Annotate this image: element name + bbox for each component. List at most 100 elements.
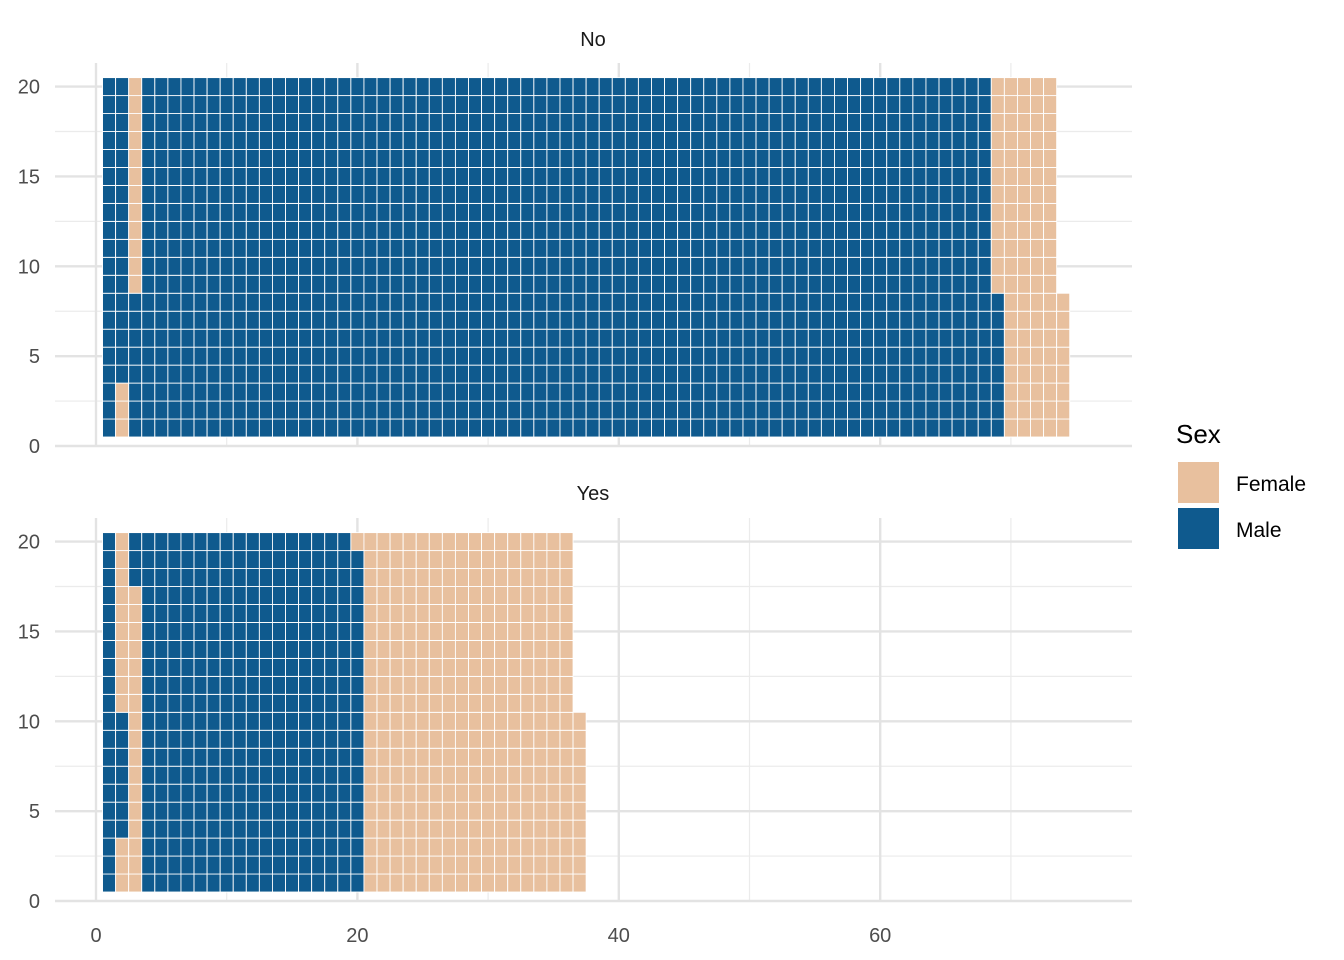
waffle-cell-male: [886, 310, 901, 330]
waffle-cell-male: [389, 292, 404, 312]
waffle-cell-male: [820, 346, 835, 366]
waffle-cell-male: [350, 729, 365, 749]
waffle-cell-male: [468, 346, 483, 366]
waffle-cell-male: [585, 220, 600, 240]
waffle-cell-female: [415, 586, 430, 605]
waffle-cell-male: [193, 873, 208, 893]
waffle-cell-male: [363, 202, 378, 222]
waffle-cell-male: [441, 202, 456, 222]
waffle-cell-male: [415, 364, 430, 384]
waffle-cell-male: [115, 131, 130, 150]
waffle-cell-male: [990, 418, 1005, 438]
waffle-cell-female: [1030, 149, 1045, 168]
waffle-cell-male: [154, 819, 169, 839]
waffle-cell-male: [402, 382, 417, 402]
waffle-cell-male: [807, 382, 822, 402]
waffle-cell-male: [951, 77, 966, 97]
waffle-cell-male: [428, 95, 443, 115]
waffle-cell-male: [298, 675, 313, 695]
waffle-cell-male: [193, 819, 208, 839]
waffle-cell-female: [481, 675, 496, 695]
waffle-cell-male: [768, 364, 783, 384]
waffle-cell-male: [258, 765, 273, 785]
waffle-cell-male: [402, 256, 417, 276]
waffle-cell-male: [546, 400, 561, 420]
waffle-cell-male: [180, 639, 195, 659]
waffle-cell-male: [834, 202, 848, 222]
waffle-cell-male: [102, 364, 117, 384]
waffle-cell-male: [468, 310, 483, 330]
waffle-cell-male: [860, 256, 875, 276]
waffle-cell-male: [533, 202, 548, 222]
waffle-cell-male: [206, 873, 221, 893]
waffle-cell-male: [311, 747, 326, 767]
waffle-cell-female: [441, 604, 456, 623]
waffle-cell-male: [690, 364, 705, 384]
waffle-cell-female: [376, 568, 391, 587]
waffle-cell-male: [180, 77, 195, 97]
waffle-cell-male: [768, 292, 783, 312]
waffle-cell-male: [389, 382, 404, 402]
waffle-cell-male: [807, 418, 822, 438]
waffle-cell-male: [624, 131, 639, 150]
waffle-cell-male: [206, 711, 221, 731]
waffle-cell-male: [520, 310, 535, 330]
waffle-cell-male: [285, 202, 300, 222]
waffle-cell-male: [285, 532, 300, 552]
waffle-cell-male: [337, 765, 352, 785]
waffle-cell-male: [141, 532, 156, 552]
waffle-cell-male: [337, 747, 352, 767]
waffle-cell-female: [533, 532, 548, 552]
waffle-cell-male: [206, 783, 221, 803]
waffle-cell-male: [141, 220, 156, 240]
waffle-cell-male: [232, 292, 247, 312]
waffle-cell-male: [258, 550, 273, 570]
waffle-cell-female: [990, 149, 1005, 168]
waffle-cell-female: [481, 532, 496, 552]
waffle-cell-male: [716, 418, 731, 438]
waffle-cell-male: [481, 238, 496, 258]
waffle-cell-male: [180, 328, 195, 348]
waffle-cell-male: [781, 256, 796, 276]
waffle-cell-female: [415, 693, 430, 713]
waffle-cell-male: [258, 819, 273, 839]
waffle-cell-male: [481, 220, 496, 240]
waffle-cell-female: [1003, 113, 1018, 132]
waffle-cell-male: [324, 256, 339, 276]
waffle-cell-male: [716, 346, 731, 366]
waffle-cell-male: [703, 220, 718, 240]
waffle-cell-male: [807, 328, 822, 348]
waffle-cell-male: [102, 604, 117, 623]
y-tick-label: 0: [29, 891, 40, 913]
waffle-cell-male: [363, 238, 378, 258]
waffle-cell-male: [598, 167, 613, 186]
waffle-cell-female: [441, 657, 456, 677]
waffle-cell-female: [441, 711, 456, 731]
waffle-cell-male: [154, 131, 169, 150]
waffle-cell-female: [1030, 310, 1045, 330]
waffle-cell-male: [912, 113, 927, 132]
waffle-cell-male: [690, 400, 705, 420]
waffle-cell-male: [899, 77, 914, 97]
waffle-cell-male: [298, 256, 313, 276]
waffle-cell-male: [624, 256, 639, 276]
waffle-cell-male: [454, 274, 469, 294]
waffle-cell-male: [651, 113, 665, 132]
waffle-cell-male: [703, 167, 718, 186]
waffle-cell-male: [141, 95, 156, 115]
waffle-cell-male: [102, 747, 117, 767]
waffle-cell-male: [507, 167, 522, 186]
waffle-cell-male: [311, 729, 326, 749]
waffle-cell-male: [219, 801, 234, 821]
waffle-cell-male: [611, 364, 626, 384]
waffle-cell-male: [546, 364, 561, 384]
waffle-cell-male: [206, 801, 221, 821]
waffle-cell-male: [964, 400, 979, 420]
waffle-cell-female: [520, 747, 535, 767]
waffle-cell-male: [690, 202, 705, 222]
waffle-cell-female: [520, 693, 535, 713]
waffle-cell-male: [494, 400, 509, 420]
waffle-cell-male: [873, 310, 888, 330]
waffle-cell-male: [807, 95, 822, 115]
